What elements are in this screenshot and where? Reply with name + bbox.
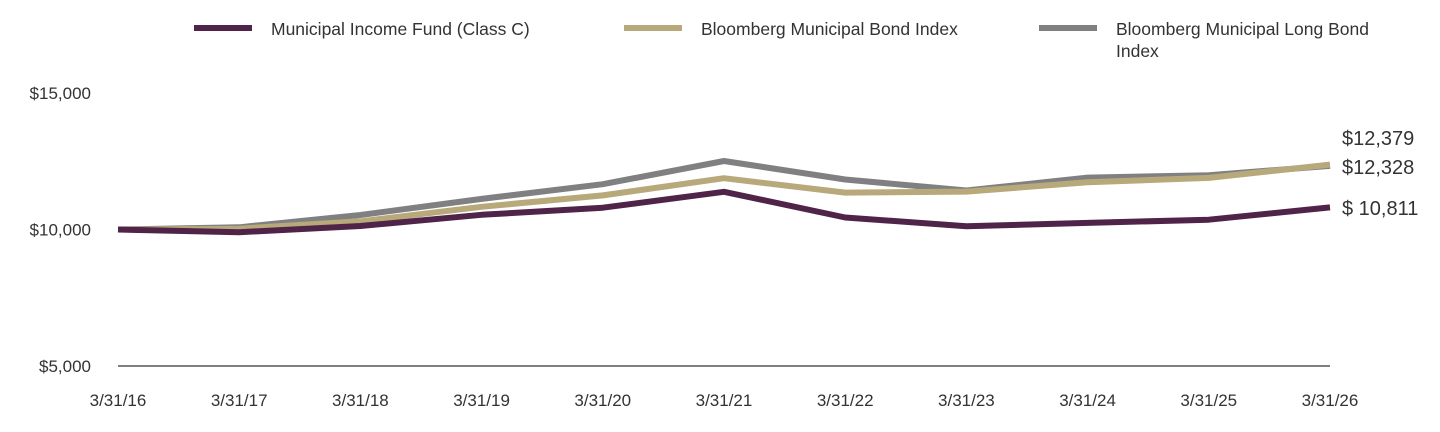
legend: Municipal Income Fund (Class C) Bloomber…: [194, 19, 1369, 61]
x-tick-label: 3/31/22: [817, 391, 874, 410]
series-line-bond-index: [117, 161, 1331, 233]
x-tick-label: 3/31/21: [696, 391, 753, 410]
x-tick-label: 3/31/20: [574, 391, 631, 410]
x-tick-label: 3/31/19: [453, 391, 510, 410]
x-tick-label: 3/31/24: [1059, 391, 1116, 410]
x-tick-label: 3/31/16: [90, 391, 147, 410]
end-label-long-bond-index: $12,328: [1342, 157, 1414, 179]
legend-label-fund: Municipal Income Fund (Class C): [271, 19, 530, 39]
series-line-fund: [117, 188, 1331, 236]
legend-item-long-bond-index: Bloomberg Municipal Long Bond Index: [1039, 19, 1369, 61]
axes: $5,000 $10,000 $15,000 3/31/16 3/31/17 3/31/1…: [30, 84, 1359, 410]
x-tick-label: 3/31/18: [332, 391, 389, 410]
x-tick-label: 3/31/25: [1180, 391, 1237, 410]
legend-label-bond-index: Bloomberg Municipal Bond Index: [701, 19, 958, 39]
series-lines: [117, 158, 1331, 236]
legend-item-bond-index: Bloomberg Municipal Bond Index: [624, 19, 958, 39]
end-label-bond-index: $12,379: [1342, 128, 1414, 150]
y-tick-label: $5,000: [39, 357, 91, 376]
series-line-long-bond-index: [117, 158, 1331, 233]
legend-item-fund: Municipal Income Fund (Class C): [194, 19, 530, 39]
y-tick-label: $15,000: [30, 84, 91, 103]
end-label-fund: $ 10,811: [1342, 198, 1418, 220]
end-labels: $12,379 $12,328 $ 10,811: [1342, 128, 1418, 220]
x-tick-label: 3/31/26: [1302, 391, 1359, 410]
x-tick-label: 3/31/17: [211, 391, 268, 410]
x-tick-label: 3/31/23: [938, 391, 995, 410]
legend-label-long-bond-index: Bloomberg Municipal Long Bond Index: [1116, 19, 1369, 61]
y-tick-label: $10,000: [30, 221, 91, 240]
